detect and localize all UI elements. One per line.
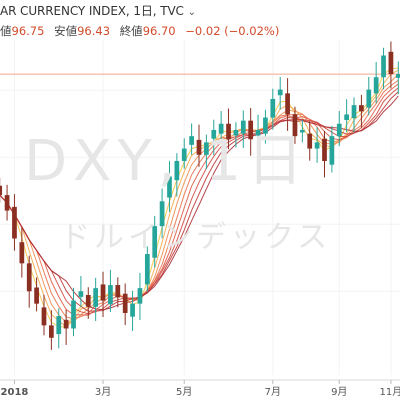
chart-header: AR CURRENCY INDEX, 1日, TVC ⌄ 値96.75 安値96…	[0, 2, 400, 39]
candle-body	[395, 74, 400, 78]
candle-body	[93, 288, 99, 307]
x-tick-label: 2018	[1, 387, 29, 398]
candle-body	[322, 138, 327, 161]
ma-ribbon-line-7	[0, 83, 399, 316]
candle-body	[336, 123, 342, 137]
close-label: 終値	[119, 24, 143, 38]
ma-ribbon-line-5	[0, 73, 399, 323]
candle-body	[152, 226, 158, 258]
candle-body	[63, 319, 69, 329]
candle-body	[373, 77, 379, 94]
candle-body	[4, 195, 10, 211]
candle-body	[174, 160, 180, 181]
x-tick-label: 9月	[331, 386, 347, 398]
chevron-down-icon[interactable]: ⌄	[187, 7, 196, 18]
x-tick-label: 11月	[380, 386, 400, 398]
ma-ribbon-line-8	[0, 87, 399, 315]
candle-body	[314, 142, 320, 149]
candle-body	[137, 288, 143, 304]
candle-body	[196, 139, 202, 155]
candle-body	[115, 285, 121, 298]
candle-body	[388, 51, 394, 75]
candle-body	[226, 123, 231, 140]
ma-ribbon-line-6	[0, 79, 399, 320]
low-label: 安値	[54, 24, 78, 38]
candle-body	[85, 294, 91, 307]
candle-body	[240, 120, 246, 134]
candle-body	[167, 176, 172, 198]
candle-body	[285, 93, 290, 115]
candle-body	[56, 316, 62, 335]
candle-body	[359, 105, 364, 112]
candle-body	[100, 284, 106, 301]
candle-body	[263, 117, 268, 134]
high-value: 96.75	[11, 24, 45, 38]
candle-body	[34, 287, 39, 304]
candle-body	[211, 129, 217, 139]
low-value: 96.43	[77, 24, 111, 38]
candle-body	[26, 263, 32, 292]
candle-body	[108, 285, 113, 305]
candle-body	[19, 242, 25, 264]
candle-body	[270, 98, 276, 118]
candle-body	[204, 142, 209, 155]
candle-body	[351, 105, 357, 119]
ohlc-row: 値96.75 安値96.43 終値96.70 −0.02 (−0.02%)	[0, 23, 400, 39]
symbol-title: AR CURRENCY INDEX, 1日, TVC	[0, 4, 184, 18]
symbol-title-row[interactable]: AR CURRENCY INDEX, 1日, TVC ⌄	[0, 2, 400, 19]
candle-body	[292, 114, 298, 137]
x-tick-label: 5月	[176, 386, 192, 398]
candle-body	[41, 307, 47, 326]
candle-body	[233, 129, 239, 136]
candle-body	[248, 120, 254, 140]
candle-body	[189, 136, 194, 145]
close-value: 96.70	[142, 24, 176, 38]
candle-body	[344, 114, 349, 121]
candle-body	[0, 185, 3, 196]
candle-body	[78, 291, 84, 297]
candle-body	[144, 254, 150, 285]
x-tick-label: 3月	[95, 386, 111, 398]
candle-body	[255, 129, 261, 136]
candle-body	[299, 129, 305, 133]
candle-body	[71, 300, 76, 329]
high-label: 値	[0, 24, 12, 38]
candle-body	[122, 293, 128, 313]
candle-body	[130, 303, 135, 317]
candle-body	[159, 201, 165, 227]
candle-body	[218, 123, 224, 134]
x-tick-label: 7月	[265, 386, 281, 398]
candle-body	[307, 133, 313, 149]
change-value: −0.02 (−0.02%)	[185, 24, 280, 38]
candle-body	[381, 55, 386, 78]
candle-body	[181, 148, 187, 161]
candle-body	[366, 89, 372, 108]
candle-body	[277, 89, 283, 96]
candle-body	[49, 325, 54, 338]
candle-body	[329, 136, 335, 165]
candle-body	[12, 206, 17, 239]
